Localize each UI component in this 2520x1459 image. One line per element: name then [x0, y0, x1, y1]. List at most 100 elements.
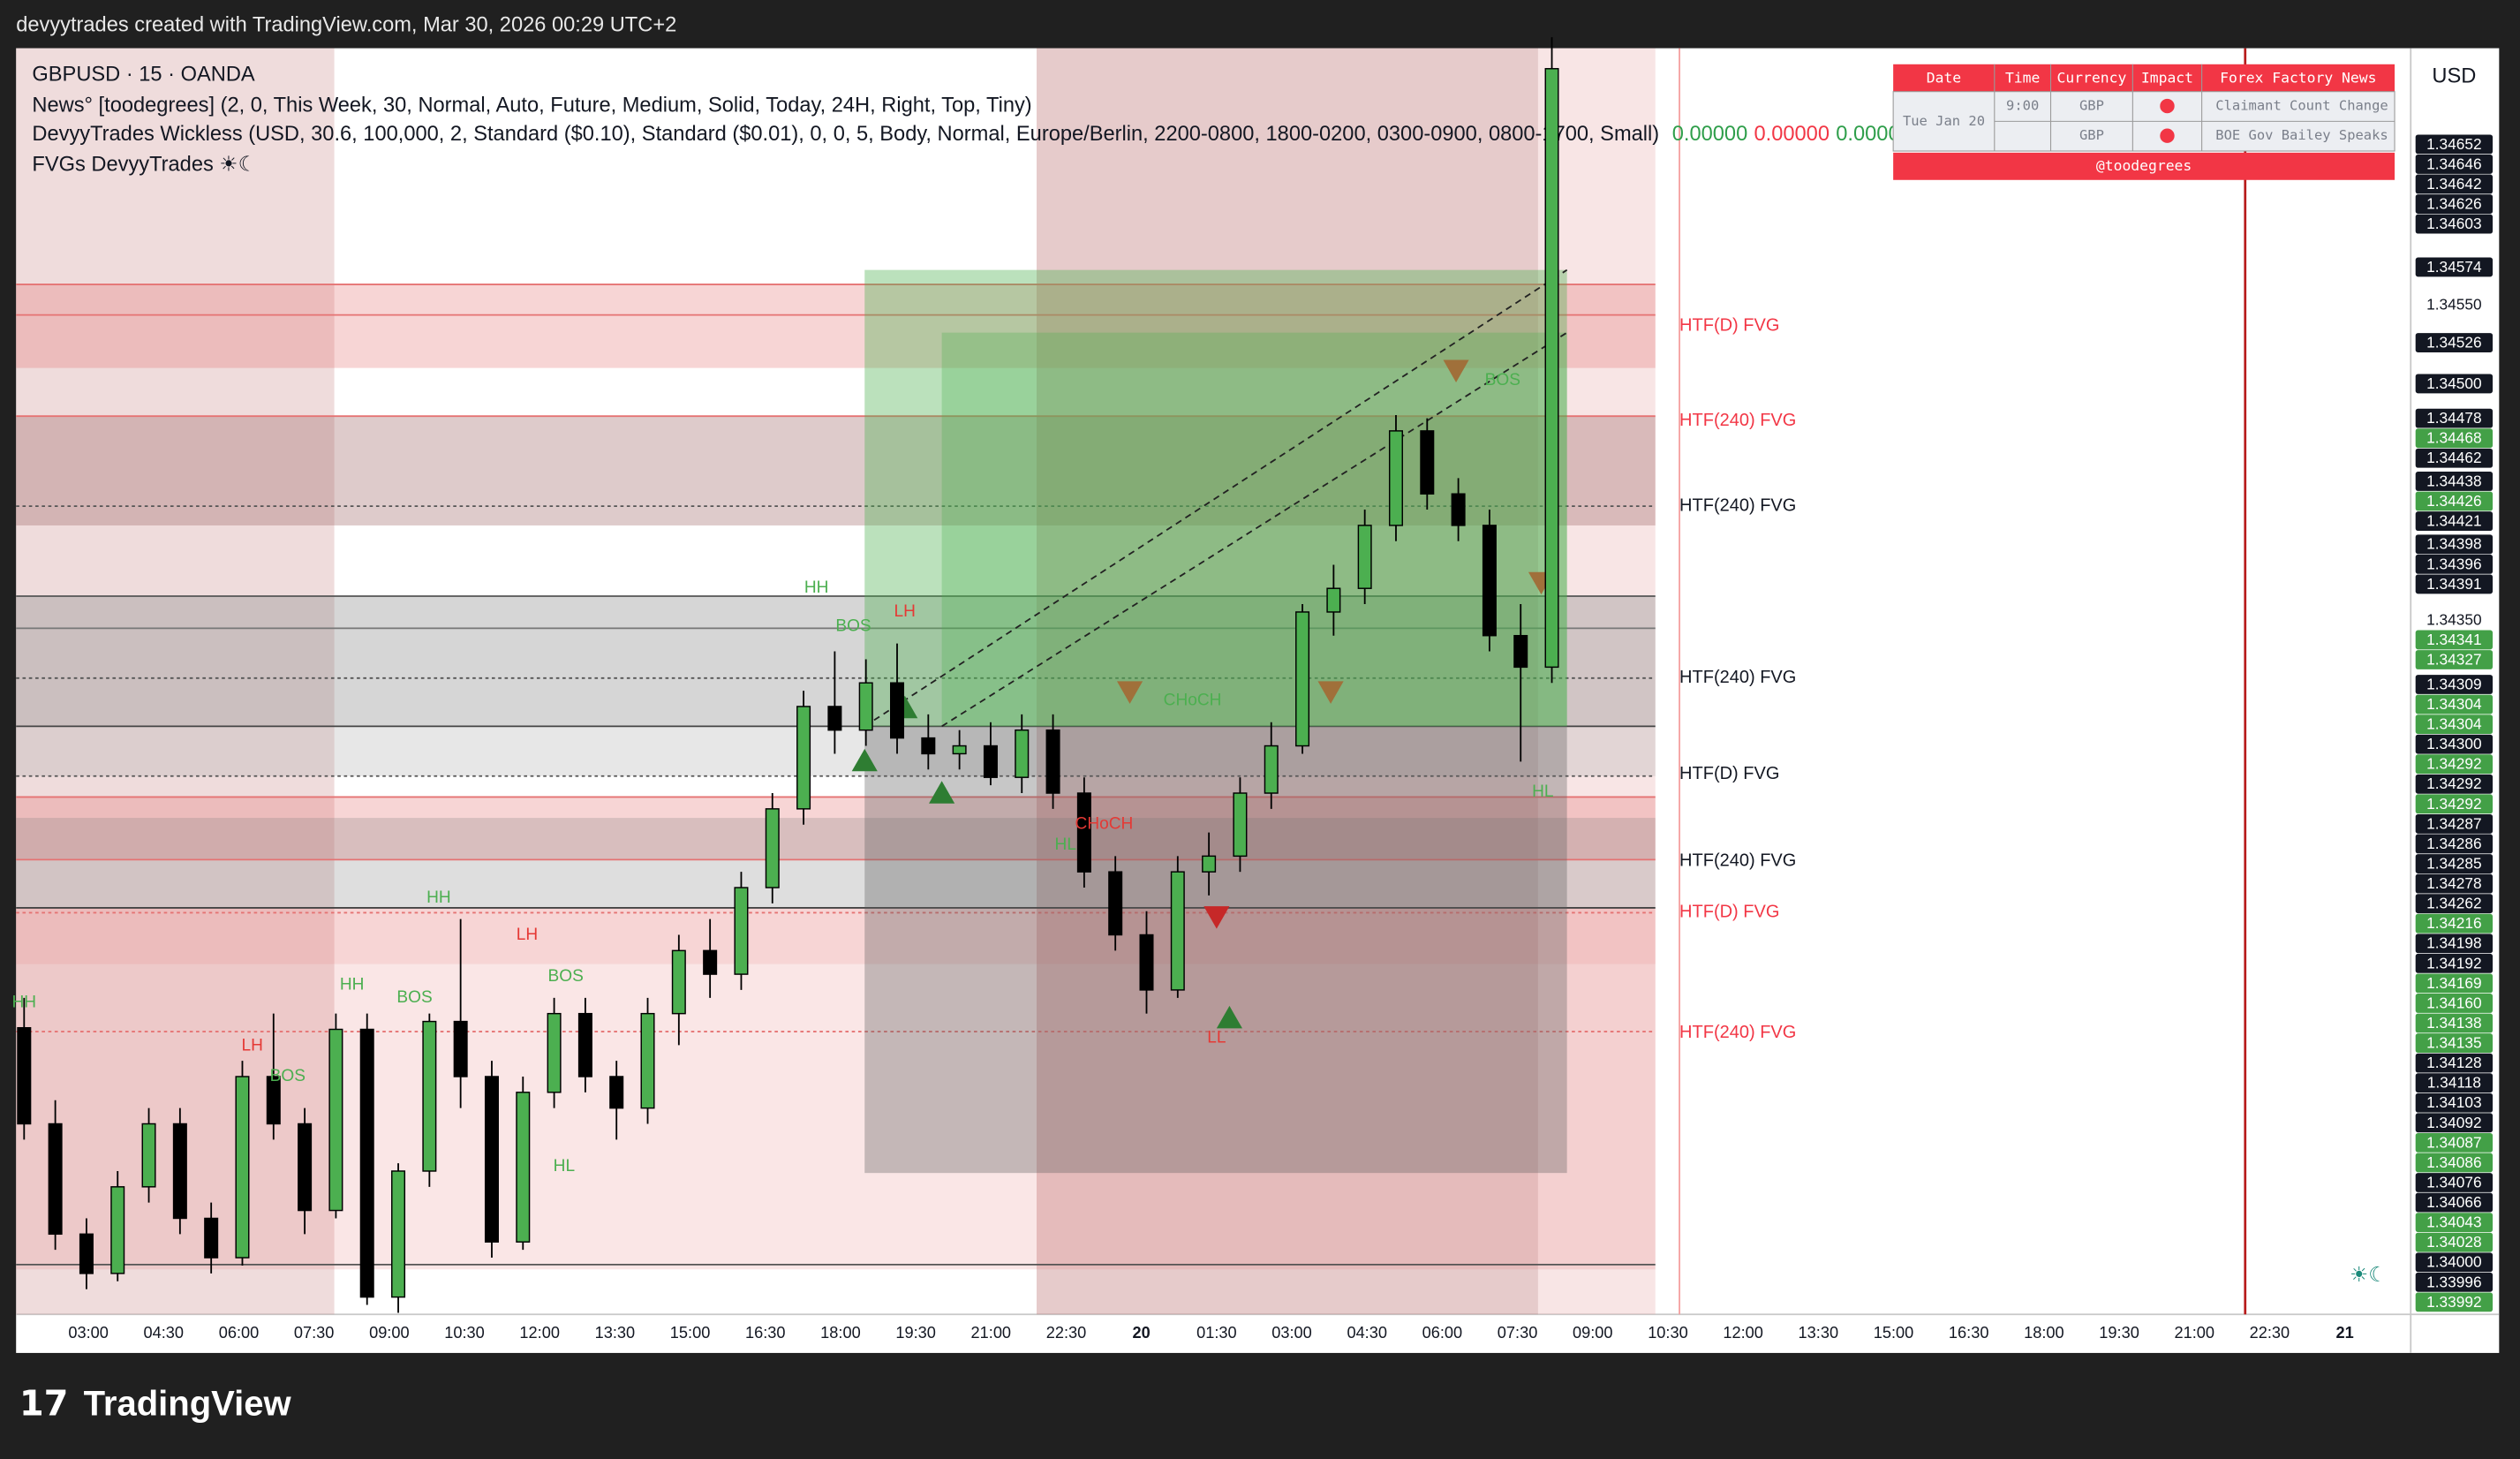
time-tick-label: 13:30 — [595, 1324, 636, 1342]
legend-wickless: DevyyTrades Wickless (USD, 30.6, 100,000… — [32, 123, 1993, 146]
price-tag-label: 1.34341 — [2426, 631, 2481, 648]
theme-icon[interactable]: ☀︎☾ — [2350, 1264, 2387, 1287]
price-tag-bg — [2415, 774, 2494, 794]
price-tag-label: 1.34626 — [2426, 195, 2481, 213]
candle-body — [890, 682, 905, 739]
price-tag-label: 1.34262 — [2426, 895, 2481, 912]
price-tag-bg — [2415, 694, 2494, 714]
price-tag-bg — [2415, 630, 2494, 650]
price-tag-label: 1.34304 — [2426, 715, 2482, 733]
price-tag-bg — [2415, 1252, 2494, 1273]
time-axis-pane — [16, 1314, 2500, 1353]
fvg-band — [16, 726, 1656, 776]
price-tag-label: 1.34076 — [2426, 1173, 2481, 1191]
candle-body — [1357, 525, 1372, 589]
time-tick-label: 03:00 — [68, 1324, 109, 1342]
legend-text: DevyyTrades Wickless (USD, 30.6, 100,000… — [32, 123, 1659, 146]
price-tag-bg — [2415, 754, 2494, 775]
chart-layer: 03:00 04:30 06:00 07:30 09:00 10:30 12:00 13:30… — [12, 37, 2494, 1342]
candle-body — [422, 1020, 437, 1172]
candle-body — [172, 1123, 187, 1220]
brand-logo[interactable]: 𝟭𝟳 — [19, 1385, 69, 1424]
fvg-label: HTF(240) FVG — [1679, 668, 1796, 687]
brand-name[interactable]: TradingView — [84, 1385, 292, 1424]
price-tag-bg — [2415, 134, 2494, 155]
price-tag-label: 1.34092 — [2426, 1114, 2481, 1131]
fvg-band — [16, 907, 1656, 964]
structure-label: LH — [517, 926, 538, 944]
structure-label: LH — [242, 1036, 263, 1055]
price-tag-label: 1.34043 — [2426, 1213, 2481, 1231]
candle-body — [17, 1026, 32, 1125]
price-tag-bg — [2415, 491, 2494, 511]
candle-body — [609, 1076, 624, 1109]
candle-body — [141, 1123, 156, 1188]
structure-label: BOS — [1485, 371, 1520, 389]
price-tag-label: 1.34198 — [2426, 934, 2481, 952]
table-header: Impact — [2141, 70, 2193, 87]
trend-line — [864, 268, 1568, 728]
price-tag-bg — [2415, 174, 2494, 194]
time-tick-label: 15:00 — [670, 1324, 711, 1342]
candle-body — [298, 1123, 313, 1212]
price-tag-bg — [2415, 913, 2494, 934]
table-header: Currency — [2057, 70, 2127, 87]
price-tag-bg — [2415, 1213, 2494, 1233]
table-footer: @toodegrees — [2096, 157, 2192, 174]
price-tag-label: 1.34652 — [2426, 135, 2481, 153]
table-cell: Claimant Count Change — [2215, 98, 2388, 114]
price-tag-bg — [2415, 1292, 2494, 1312]
table-header-bg — [1893, 64, 2396, 92]
fvg-band — [16, 964, 1656, 1270]
stop-zone — [864, 726, 1567, 1174]
price-tag-label: 1.34603 — [2426, 215, 2481, 232]
candle-body — [1388, 430, 1403, 526]
table-cell: 9:00 — [2006, 98, 2039, 114]
candle-body — [671, 949, 686, 1015]
price-tag-bg — [2415, 994, 2494, 1013]
price-tag-label: 1.34286 — [2426, 835, 2481, 852]
price-tag-label: 1.34438 — [2426, 472, 2481, 489]
currency-label: USD — [2432, 65, 2476, 88]
price-tag-bg — [2415, 1092, 2494, 1113]
candle-body — [1233, 792, 1248, 858]
legend-value: 0.00000 — [1754, 123, 1830, 146]
time-tick-label: 21:00 — [2174, 1324, 2214, 1342]
time-tick-label: 07:30 — [294, 1324, 335, 1342]
fvg-band — [16, 595, 1656, 727]
price-tag-label: 1.34391 — [2426, 575, 2481, 593]
candle-body — [858, 682, 873, 731]
price-tag-label: 1.34086 — [2426, 1153, 2481, 1171]
news-table: Date Time Currency Impact Forex Factory News… — [1892, 64, 2396, 180]
time-tick-label: 10:30 — [1648, 1324, 1688, 1342]
structure-label: HL — [554, 1157, 575, 1176]
structure-label: BOS — [548, 967, 584, 986]
price-tag-bg — [2415, 650, 2494, 669]
price-tag-label: 1.34128 — [2426, 1054, 2481, 1071]
price-tag-label: 1.33996 — [2426, 1273, 2481, 1290]
price-tag-bg — [2415, 1053, 2494, 1073]
price-tag-bg — [2415, 1173, 2494, 1192]
price-tag-label: 1.34066 — [2426, 1193, 2481, 1211]
price-tag-bg — [2415, 408, 2494, 428]
price-tag-bg — [2415, 734, 2494, 754]
time-tick-label: 09:00 — [1573, 1324, 1613, 1342]
fvg-label: HTF(240) FVG — [1679, 411, 1796, 430]
candle-body — [1108, 871, 1123, 936]
table-cell: BOE Gov Bailey Speaks — [2215, 127, 2388, 143]
table-header: Date — [1927, 70, 1961, 87]
candle-body — [577, 1012, 592, 1077]
price-tag-bg — [2415, 1192, 2494, 1213]
price-tag-bg — [2415, 333, 2494, 352]
price-tag-bg — [2415, 194, 2494, 214]
chart-pane — [16, 48, 2411, 1315]
structure-label: HL — [1055, 835, 1076, 854]
markers — [851, 359, 1555, 1029]
price-tag-bg — [2415, 154, 2494, 174]
price-tag-label: 1.34285 — [2426, 855, 2481, 873]
candle-body — [703, 949, 718, 975]
price-tag-label: 1.34396 — [2426, 555, 2481, 572]
price-tag-label: 1.34287 — [2426, 814, 2481, 832]
fvg-label: HTF(240) FVG — [1679, 495, 1796, 515]
